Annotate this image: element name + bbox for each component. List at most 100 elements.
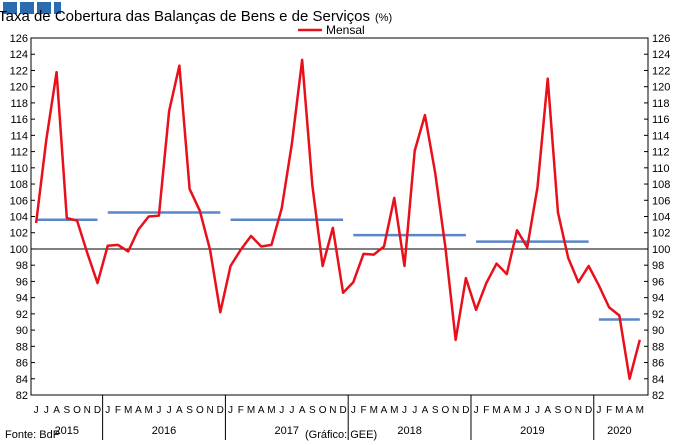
- y-axis-left: 82 84 86 88 90 92 94 96 98 100 102 104 106 108 110 112 1…: [10, 33, 35, 402]
- x-tick-label-month: J: [289, 405, 294, 416]
- y-tick-label-left: 106: [10, 195, 28, 207]
- x-tick-label-month: M: [267, 405, 275, 416]
- x-tick-label-month: J: [351, 405, 356, 416]
- y-tick-label-left: 102: [10, 228, 28, 240]
- y-tick-label-right: 120: [652, 82, 670, 94]
- x-tick-label-month: D: [585, 405, 592, 416]
- legend: Mensal: [298, 23, 365, 37]
- x-tick-label-month: A: [135, 405, 142, 416]
- y-tick-label-right: 88: [652, 341, 664, 353]
- x-tick-label-month: F: [606, 405, 612, 416]
- x-tick-label-month: M: [636, 405, 644, 416]
- source-note: Fonte: BdP: [5, 429, 60, 441]
- y-tick-label-right: 126: [652, 33, 670, 45]
- x-tick-label-month: D: [217, 405, 224, 416]
- x-tick-label-month: D: [462, 405, 469, 416]
- x-tick-label-month: J: [228, 405, 233, 416]
- x-tick-label-month: N: [206, 405, 213, 416]
- x-tick-label-month: J: [474, 405, 479, 416]
- x-tick-label-month: A: [422, 405, 429, 416]
- y-tick-label-right: 98: [652, 260, 664, 272]
- y-tick-label-left: 118: [10, 98, 28, 110]
- y-tick-label-right: 122: [652, 65, 670, 77]
- x-year-label: 2015: [55, 425, 79, 437]
- x-tick-label-month: S: [186, 405, 193, 416]
- y-tick-label-right: 86: [652, 358, 664, 370]
- y-tick-label-right: 102: [652, 228, 670, 240]
- y-tick-label-left: 108: [10, 179, 28, 191]
- x-tick-label-month: A: [176, 405, 183, 416]
- y-tick-label-right: 100: [652, 244, 670, 256]
- y-tick-label-left: 124: [10, 49, 28, 61]
- x-tick-label-month: M: [124, 405, 132, 416]
- y-tick-label-left: 100: [10, 244, 28, 256]
- legend-label-mensal: Mensal: [326, 23, 365, 37]
- y-tick-label-right: 84: [652, 374, 664, 386]
- y-tick-label-left: 120: [10, 82, 28, 94]
- x-tick-label-month: J: [167, 405, 172, 416]
- x-tick-label-month: S: [432, 405, 439, 416]
- y-tick-label-left: 126: [10, 33, 28, 45]
- x-tick-label-month: F: [238, 405, 244, 416]
- x-tick-label-month: N: [452, 405, 459, 416]
- y-tick-label-left: 116: [10, 114, 28, 126]
- y-tick-label-right: 94: [652, 293, 664, 305]
- y-tick-label-right: 110: [652, 163, 670, 175]
- y-tick-label-right: 92: [652, 309, 664, 321]
- x-tick-label-month: S: [63, 405, 70, 416]
- x-tick-label-month: A: [381, 405, 388, 416]
- x-tick-label-month: D: [94, 405, 101, 416]
- x-tick-label-month: M: [370, 405, 378, 416]
- x-tick-label-month: M: [513, 405, 521, 416]
- x-tick-label-month: A: [626, 405, 633, 416]
- y-axis-right: 82 84 86 88 90 92 94 96 98 100 102 104 106 108 110 112 1…: [644, 33, 670, 402]
- y-tick-label-right: 124: [652, 49, 670, 61]
- y-tick-label-right: 112: [652, 147, 670, 159]
- x-tick-label-month: N: [84, 405, 91, 416]
- credit-note: (Gráfico: GEE): [305, 429, 377, 441]
- x-tick-label-month: M: [615, 405, 623, 416]
- x-tick-label-month: S: [309, 405, 316, 416]
- x-tick-label-month: F: [360, 405, 366, 416]
- x-tick-label-month: J: [525, 405, 530, 416]
- y-tick-label-left: 84: [16, 374, 28, 386]
- y-tick-label-right: 82: [652, 390, 664, 402]
- y-tick-label-right: 108: [652, 179, 670, 191]
- logo: [3, 2, 61, 14]
- x-tick-label-month: N: [575, 405, 582, 416]
- y-tick-label-left: 88: [16, 341, 28, 353]
- y-tick-label-left: 96: [16, 276, 28, 288]
- x-tick-label-month: O: [196, 405, 204, 416]
- x-tick-label-month: J: [402, 405, 407, 416]
- x-year-label: 2020: [607, 425, 631, 437]
- x-tick-label-month: O: [564, 405, 572, 416]
- y-tick-label-right: 96: [652, 276, 664, 288]
- x-tick-label-month: M: [247, 405, 255, 416]
- x-tick-label-month: M: [144, 405, 152, 416]
- y-tick-label-left: 110: [10, 163, 28, 175]
- x-tick-label-month: J: [44, 405, 49, 416]
- x-tick-label-month: A: [544, 405, 551, 416]
- x-year-label: 2016: [152, 425, 176, 437]
- y-tick-label-right: 114: [652, 130, 670, 142]
- x-tick-label-month: M: [492, 405, 500, 416]
- x-tick-label-month: J: [34, 405, 39, 416]
- y-tick-label-right: 90: [652, 325, 664, 337]
- x-tick-label-month: F: [483, 405, 489, 416]
- y-tick-label-left: 92: [16, 309, 28, 321]
- x-tick-label-month: S: [555, 405, 562, 416]
- x-tick-label-month: J: [105, 405, 110, 416]
- x-tick-label-month: M: [390, 405, 398, 416]
- x-year-label: 2017: [275, 425, 299, 437]
- x-year-label: 2019: [520, 425, 544, 437]
- x-tick-label-month: A: [503, 405, 510, 416]
- x-tick-label-month: J: [156, 405, 161, 416]
- y-tick-label-left: 122: [10, 65, 28, 77]
- x-tick-label-month: J: [412, 405, 417, 416]
- y-tick-label-right: 104: [652, 212, 670, 224]
- x-tick-label-month: O: [442, 405, 450, 416]
- x-tick-label-month: O: [73, 405, 81, 416]
- x-tick-label-month: A: [258, 405, 265, 416]
- y-tick-label-left: 90: [16, 325, 28, 337]
